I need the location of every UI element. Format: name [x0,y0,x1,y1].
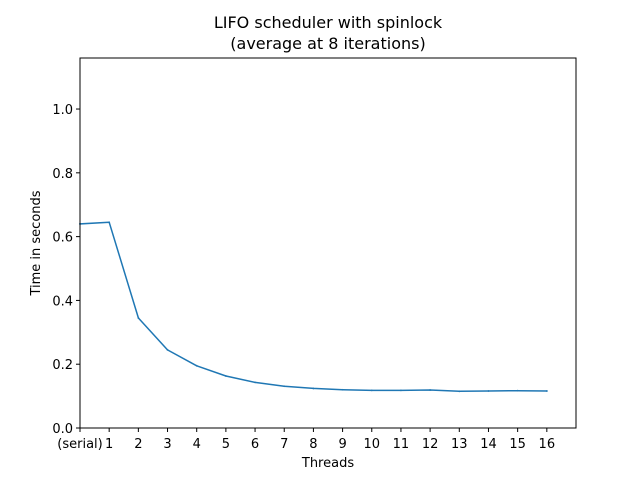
data-point [254,381,256,384]
y-axis-ticks: 0.0 0.2 0.4 0.6 0.8 1.0 [52,103,80,437]
data-point [429,389,432,391]
x-tick-label: 4 [193,437,201,452]
x-tick-label: 16 [539,437,556,452]
y-tick-label: 1.0 [52,103,73,118]
x-axis-ticks: (serial) 1 2 3 4 5 6 7 8 9 10 11 12 13 14 15 16 [57,428,555,452]
data-point [370,389,373,392]
y-axis-label: Time in seconds [29,190,44,296]
x-tick-label: 8 [309,437,317,452]
data-point [137,317,140,319]
data-point [312,387,315,390]
series-layer [79,221,548,393]
data-point [400,389,402,392]
x-tick-label: 9 [338,437,346,452]
data-point [487,390,490,392]
y-tick-label: 0.2 [52,358,73,373]
x-tick-label: 1 [105,437,113,452]
y-tick-label: 0.6 [52,231,73,246]
data-point [195,364,198,367]
data-point [166,348,169,351]
y-tick-label: 0.8 [52,167,73,182]
x-tick-label: 11 [393,437,410,452]
data-point [458,390,461,393]
x-tick-label: 3 [163,437,171,452]
series-line [79,221,548,393]
x-tick-label: (serial) [57,437,102,452]
chart-title: LIFO scheduler with spinlock [214,13,443,32]
data-point [545,390,548,392]
x-tick-label: 7 [280,437,288,452]
plot-frame [79,57,577,429]
data-point [516,389,519,392]
y-tick-label: 0.0 [52,422,73,437]
x-tick-label: 6 [251,437,259,452]
x-tick-label: 13 [451,437,468,452]
x-tick-label: 2 [134,437,142,452]
x-tick-label: 10 [363,437,380,452]
x-axis-label: Threads [301,456,354,471]
y-tick-label: 0.4 [52,294,73,309]
chart-subtitle: (average at 8 iterations) [230,34,425,53]
x-tick-label: 5 [222,437,230,452]
data-point [224,375,227,377]
x-tick-label: 14 [480,437,497,452]
x-tick-label: 12 [422,437,439,452]
data-point [341,388,344,391]
data-point [108,221,111,224]
x-tick-label: 15 [509,437,526,452]
data-point [283,385,286,388]
